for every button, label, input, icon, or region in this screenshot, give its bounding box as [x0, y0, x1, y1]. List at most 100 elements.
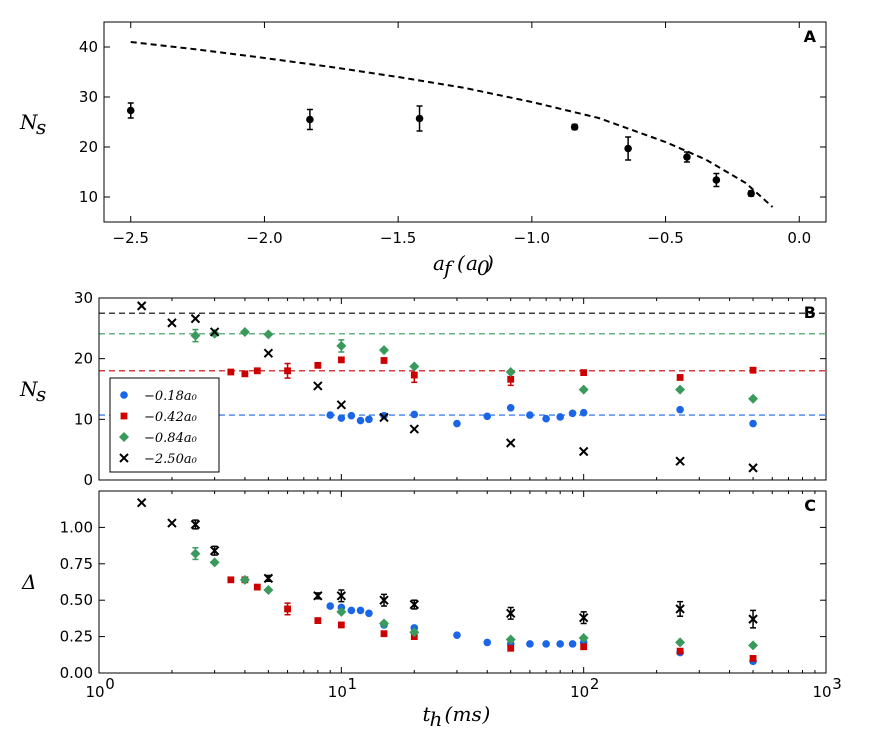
data-point — [578, 633, 589, 644]
data-point — [337, 621, 345, 629]
data-point — [356, 416, 365, 425]
data-point — [336, 400, 347, 410]
series-2 — [190, 547, 759, 651]
data-point — [748, 393, 759, 404]
data-point — [337, 414, 346, 422]
x-axis-label-unit-subscript: 0 — [477, 256, 490, 280]
data-point — [747, 189, 755, 198]
x-axis-label-unit: ms — [453, 702, 482, 726]
series-3 — [136, 301, 758, 473]
x-tick-label: −1.5 — [380, 229, 416, 247]
legend-label: −0.18a₀ — [144, 389, 198, 404]
data-point — [505, 634, 516, 645]
data-point — [263, 573, 274, 584]
data-point — [410, 371, 418, 379]
x-axis-label-unit: ( — [457, 251, 466, 275]
data-point — [749, 655, 757, 662]
legend-box — [109, 377, 220, 473]
data-point — [190, 313, 201, 324]
data-point — [190, 519, 201, 530]
y-tick-label: 1.00 — [60, 518, 93, 536]
data-point — [624, 144, 632, 153]
data-point — [227, 576, 235, 584]
legend-marker — [120, 391, 128, 399]
data-point — [347, 411, 356, 420]
y-tick-label: 10 — [74, 410, 93, 428]
x-tick-label-exponent: 3 — [832, 675, 842, 693]
data-point — [580, 643, 588, 651]
data-point — [749, 366, 757, 374]
y-tick-label: 0 — [83, 471, 93, 489]
data-point — [409, 424, 419, 434]
legend-label: −0.84a₀ — [144, 431, 198, 446]
data-point — [284, 367, 291, 375]
x-tick-label: 10 — [570, 683, 589, 701]
data-point — [326, 411, 335, 419]
data-point — [336, 591, 347, 601]
data-point — [209, 328, 220, 339]
data-point — [313, 381, 323, 391]
x-tick-label: −0.5 — [647, 229, 683, 247]
data-point — [506, 404, 515, 412]
data-point — [409, 599, 419, 610]
axes-frame — [98, 490, 827, 674]
data-point — [209, 545, 220, 556]
y-tick-label: 40 — [79, 38, 98, 56]
x-axis-label-unit-open: ( — [445, 702, 454, 726]
x-tick-label-exponent: 2 — [590, 675, 600, 693]
legend: −0.18a₀ −0.42a₀ −0.84a₀ −2.50a₀ — [109, 377, 220, 473]
data-point — [314, 617, 322, 624]
legend-marker — [119, 432, 129, 442]
x-axis-label: a — [433, 251, 445, 275]
data-point — [410, 410, 419, 419]
data-point — [326, 602, 335, 610]
data-point — [284, 605, 291, 613]
data-point — [683, 153, 691, 161]
data-point — [676, 647, 684, 655]
data-point — [542, 640, 550, 648]
axes-frame — [103, 21, 827, 223]
series-1 — [227, 576, 757, 662]
data-point — [675, 384, 686, 395]
data-point — [190, 548, 201, 559]
data-point — [136, 497, 147, 508]
data-point — [556, 640, 564, 648]
data-point — [356, 606, 365, 615]
data-point — [568, 409, 577, 418]
data-point — [314, 361, 322, 369]
data-point — [748, 463, 758, 473]
x-tick-label-exponent: 0 — [105, 675, 115, 693]
data-point — [526, 640, 534, 648]
data-point — [380, 630, 388, 638]
data-point — [712, 176, 721, 184]
y-axis-label-subscript: s — [36, 382, 46, 406]
y-tick-label: 20 — [79, 138, 98, 156]
data-point — [415, 114, 424, 123]
data-point — [580, 369, 588, 377]
panel-label: A — [804, 27, 817, 46]
data-point — [453, 419, 461, 428]
series-0 — [326, 602, 757, 666]
data-point — [241, 370, 249, 378]
x-tick-label: 10 — [328, 683, 347, 701]
data-point — [209, 327, 220, 337]
x-tick-label: 10 — [85, 683, 104, 701]
data-point — [409, 627, 420, 638]
y-tick-label: 0.00 — [60, 664, 93, 682]
series-0 — [326, 404, 757, 428]
data-point — [748, 640, 759, 651]
data-point — [239, 326, 250, 337]
data-point — [675, 456, 685, 466]
data-point — [579, 408, 588, 417]
data-point — [167, 318, 177, 328]
data-point — [347, 606, 356, 615]
legend-marker — [119, 453, 129, 463]
data-point — [676, 374, 684, 381]
axes-frame — [98, 297, 827, 481]
data-point — [380, 411, 388, 420]
data-point — [263, 329, 274, 340]
panel-b: 0 10 20 30 B Ns −0.18a₀ −0.42a₀ −0.84a₀ −2.50a₀ — [19, 289, 827, 489]
data-point — [505, 367, 516, 378]
